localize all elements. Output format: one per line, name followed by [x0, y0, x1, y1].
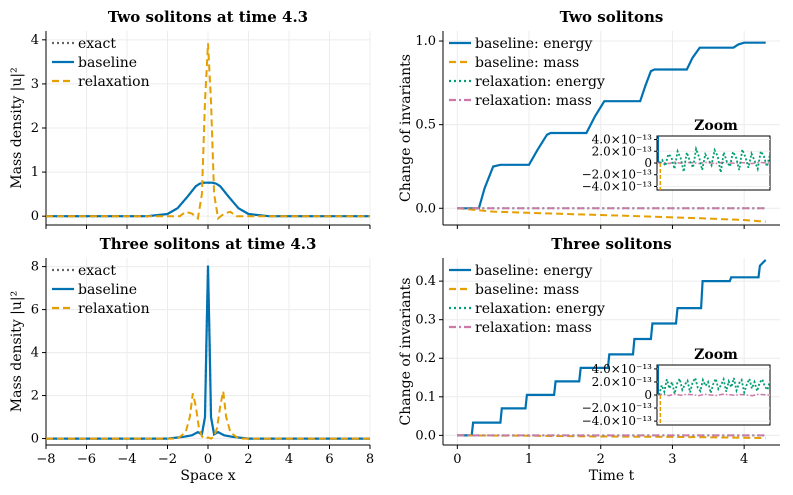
inset-y-tick-label: −2.0×10⁻¹³	[582, 401, 653, 415]
series-line-baseline-mass	[457, 207, 766, 223]
series-line-baseline	[46, 181, 370, 218]
y-tick-label: 4	[31, 33, 39, 48]
chart-panel-0: 0 1 2 3 4 Two solitons at time 4.3 Mass densit…	[9, 8, 371, 229]
legend-label: exact	[78, 36, 116, 52]
inset-y-tick-label: 2.0×10⁻¹³	[592, 375, 653, 389]
inset-series-group	[657, 136, 770, 190]
x-axis-label: Time t	[589, 468, 635, 484]
x-axis-label: Space x	[180, 468, 235, 484]
inset-series-group	[657, 365, 770, 425]
y-axis-label: Change of invariants	[398, 54, 414, 202]
y-tick-label: 0.4	[415, 274, 436, 289]
inset-y-tick-label: −4.0×10⁻¹³	[582, 414, 653, 428]
inset-y-tick-label: 4.0×10⁻¹³	[592, 362, 653, 376]
y-tick-label: 2	[31, 389, 39, 404]
y-tick-label: 0.0	[415, 428, 436, 443]
series-line-baseline	[46, 265, 370, 440]
zoom-inset: 4.0×10⁻¹³2.0×10⁻¹³0−2.0×10⁻¹³−4.0×10⁻¹³ Z…	[582, 347, 771, 428]
x-tick-label: 2	[597, 452, 605, 467]
legend-label: relaxation	[78, 301, 150, 317]
y-tick-label: 0	[31, 209, 39, 224]
y-tick-label: 3	[31, 77, 39, 92]
x-tick-label: −6	[77, 452, 96, 467]
chart-title: Two solitons at time 4.3	[108, 8, 308, 26]
x-tick-label: 0	[453, 452, 461, 467]
series-line-relaxation	[46, 391, 370, 440]
series-group	[46, 265, 370, 440]
y-tick-label: 0.5	[415, 118, 436, 133]
inset-relaxation-mass	[657, 161, 770, 165]
chart-title: Three solitons	[551, 235, 671, 253]
y-tick-label: 0.2	[415, 351, 436, 366]
legend-label: relaxation	[78, 74, 150, 90]
series-line-baseline-energy	[457, 259, 767, 437]
legend-label: baseline: energy	[475, 263, 592, 279]
series-line-baseline-mass	[457, 434, 766, 440]
legend-label: baseline	[78, 282, 137, 298]
series-line-relaxation	[46, 43, 370, 221]
y-tick-label: 2	[31, 121, 39, 136]
legend-label: relaxation: energy	[475, 74, 605, 90]
y-tick-label: 0.1	[415, 390, 436, 405]
inset-relaxation-energy	[658, 145, 770, 173]
y-tick-label: 4	[31, 346, 39, 361]
inset-y-tick-label: 0	[644, 388, 652, 402]
x-tick-label: 4	[285, 452, 293, 467]
y-tick-label: 0.0	[415, 201, 436, 216]
legend-label: baseline: energy	[475, 36, 592, 52]
x-tick-label: 2	[244, 452, 252, 467]
inset-y-tick-label: 4.0×10⁻¹³	[592, 133, 653, 147]
y-tick-label: 8	[31, 260, 39, 275]
y-tick-label: 6	[31, 303, 39, 318]
x-tick-label: 6	[325, 452, 333, 467]
legend-label: relaxation: mass	[475, 320, 592, 336]
legend-label: exact	[78, 263, 116, 279]
inset-relaxation-mass	[657, 393, 770, 397]
y-axis-label: Change of invariants	[398, 278, 414, 426]
inset-y-tick-label: 2.0×10⁻¹³	[592, 144, 653, 158]
y-tick-label: 0	[31, 432, 39, 447]
x-tick-label: −4	[117, 452, 136, 467]
legend-label: relaxation: energy	[475, 301, 605, 317]
chart-title: Two solitons	[560, 8, 664, 26]
x-tick-label: −2	[158, 452, 177, 467]
x-tick-label: 1	[525, 452, 533, 467]
y-axis-label: Mass density |u|²	[9, 291, 25, 412]
legend-label: baseline	[78, 55, 137, 71]
x-tick-label: 0	[204, 452, 212, 467]
inset-y-tick-label: −2.0×10⁻¹³	[582, 168, 653, 182]
series-group	[457, 259, 767, 440]
inset-title: Zoom	[694, 118, 738, 134]
x-tick-label: −8	[36, 452, 55, 467]
chart-title: Three solitons at time 4.3	[100, 235, 317, 253]
zoom-inset: 4.0×10⁻¹³2.0×10⁻¹³0−2.0×10⁻¹³−4.0×10⁻¹³ Z…	[582, 118, 771, 193]
legend-label: baseline: mass	[475, 282, 579, 298]
y-tick-label: 1.0	[415, 34, 436, 49]
inset-y-tick-label: −4.0×10⁻¹³	[582, 179, 653, 193]
y-axis-label: Mass density |u|²	[9, 67, 25, 188]
inset-y-tick-label: 0	[644, 156, 652, 170]
series-group	[46, 43, 370, 221]
chart-panel-1: 0.0 0.5 1.0 Two solitons Change of invariant…	[398, 8, 780, 229]
legend-label: baseline: mass	[475, 55, 579, 71]
y-tick-label: 1	[31, 165, 39, 180]
inset-relaxation-energy	[658, 375, 770, 397]
series-line-baseline-energy	[457, 41, 766, 210]
x-tick-label: 4	[740, 452, 748, 467]
inset-title: Zoom	[694, 347, 738, 363]
y-tick-label: 0.3	[415, 313, 436, 328]
series-group	[457, 41, 766, 223]
legend-label: relaxation: mass	[475, 93, 592, 109]
chart-panel-2: −8 −6 −4 −2 0 2 4 6 8 0 2 4 6 8 Three solitons at time…	[9, 235, 374, 484]
x-tick-label: 8	[366, 452, 374, 467]
x-tick-label: 3	[668, 452, 676, 467]
chart-panel-3: 0 1 2 3 4 0.0 0.1 0.2 0.3 0.4 Three solitons Change…	[398, 235, 780, 484]
